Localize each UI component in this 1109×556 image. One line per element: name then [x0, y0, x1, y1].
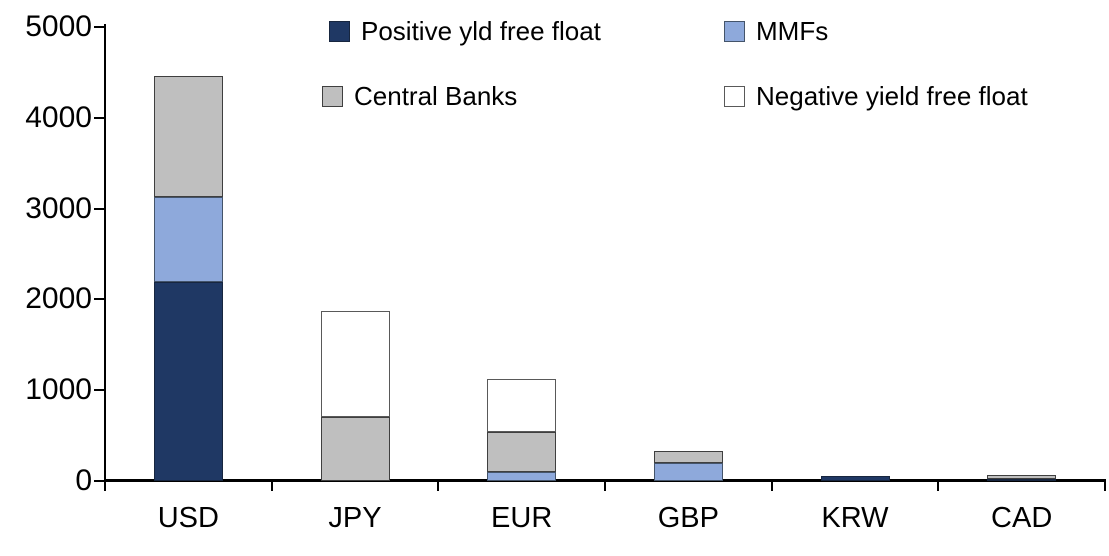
x-axis-tick — [770, 482, 773, 491]
x-axis-tick — [104, 482, 106, 491]
legend-swatch-mmfs — [724, 20, 745, 42]
x-axis-category-label: EUR — [491, 502, 553, 534]
x-axis-tick — [1104, 482, 1106, 491]
legend-label: Negative yield free float — [756, 81, 1028, 111]
y-axis-tick-label: 5000 — [25, 10, 92, 43]
legend-label: MMFs — [756, 16, 829, 46]
bar-segment — [653, 451, 723, 463]
bar-segment — [820, 476, 890, 481]
y-axis-tick — [94, 26, 105, 28]
bar-segment — [487, 379, 557, 432]
legend-swatch-central-banks — [322, 85, 343, 107]
legend-swatch-positive-yld-free-float — [329, 20, 350, 42]
bar-segment — [320, 417, 390, 481]
bar-segment — [153, 282, 223, 481]
y-axis-tick-label: 0 — [75, 464, 92, 497]
y-axis-tick-label: 2000 — [25, 282, 92, 316]
legend-item-negative-yield-free-float: Negative yield free float — [724, 81, 1028, 111]
y-axis-tick-label: 1000 — [25, 373, 92, 407]
x-axis-tick — [937, 482, 940, 491]
bar-stack-cad — [987, 475, 1057, 481]
x-axis-category-label: CAD — [991, 502, 1053, 534]
x-axis-category-label: GBP — [657, 502, 719, 534]
legend-swatch-negative-yield-free-float — [724, 85, 745, 107]
y-axis-tick — [94, 480, 105, 482]
y-axis — [104, 24, 106, 482]
y-axis-tick-label: 3000 — [25, 191, 92, 225]
bar-segment — [320, 311, 390, 418]
bar-stack-gbp — [653, 451, 723, 481]
legend-label: Central Banks — [354, 81, 518, 111]
y-axis-tick — [94, 207, 105, 210]
y-axis-tick — [94, 298, 105, 301]
legend-item-central-banks: Central Banks — [322, 81, 517, 111]
x-axis-category-label: USD — [157, 502, 219, 534]
bar-stack-jpy — [320, 311, 390, 481]
y-axis-tick-label: 4000 — [25, 100, 92, 134]
y-axis-tick — [94, 116, 105, 119]
x-axis-tick — [270, 482, 273, 491]
bar-segment — [987, 478, 1057, 481]
bar-stack-usd — [153, 76, 223, 481]
bar-segment — [487, 431, 557, 472]
bar-segment — [487, 471, 557, 481]
legend-item-positive-yld-free-float: Positive yld free float — [329, 16, 601, 46]
bar-stack-eur — [487, 379, 557, 481]
bar-segment — [987, 475, 1057, 479]
x-axis-tick — [437, 482, 440, 491]
bar-segment — [653, 462, 723, 481]
bar-segment — [153, 196, 223, 283]
bar-segment — [153, 76, 223, 197]
legend-item-mmfs: MMFs — [724, 16, 828, 46]
x-axis-category-label: JPY — [328, 502, 382, 534]
y-axis-tick — [94, 389, 105, 392]
x-axis-tick — [604, 482, 606, 491]
legend-label: Positive yld free float — [361, 16, 601, 46]
x-axis — [104, 479, 1106, 482]
x-axis-category-label: KRW — [821, 502, 889, 534]
bar-stack-krw — [820, 476, 890, 481]
